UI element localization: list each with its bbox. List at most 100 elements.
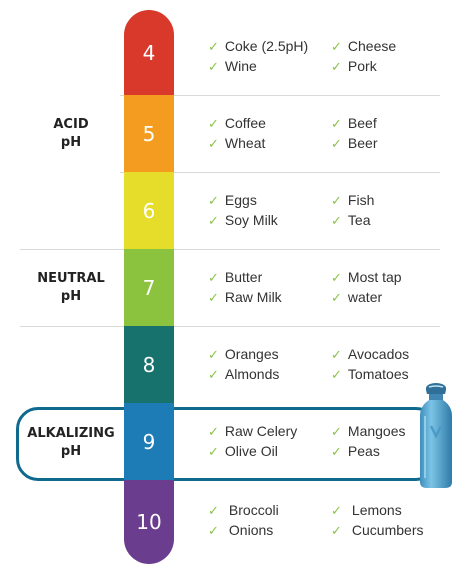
ph-segment-8: 8 — [124, 326, 174, 403]
ph-value-8: 8 — [142, 352, 156, 377]
food-item: ✓ Peas — [331, 441, 380, 463]
food-label: Avocados — [347, 346, 410, 362]
food-item: ✓ Pork — [331, 56, 377, 78]
check-icon: ✓ — [331, 117, 342, 132]
food-label: Peas — [347, 443, 380, 459]
food-item: ✓ water — [331, 287, 382, 309]
water-bottle-icon — [420, 383, 452, 488]
divider-4-5 — [120, 95, 440, 96]
ph-segment-5: 5 — [124, 95, 174, 172]
ph-value-5: 5 — [142, 121, 156, 146]
check-icon: ✓ — [208, 348, 219, 363]
food-item: ✓ Lemons — [331, 500, 402, 522]
check-icon: ✓ — [331, 214, 342, 229]
ph-value-4: 4 — [142, 40, 156, 65]
food-label: Oranges — [224, 346, 279, 362]
check-icon: ✓ — [331, 194, 342, 209]
neutral-label-line2: pH — [60, 289, 82, 304]
check-icon: ✓ — [208, 60, 219, 75]
ph-value-10: 10 — [136, 510, 162, 534]
food-label: Cheese — [347, 38, 397, 54]
food-label: Beer — [347, 135, 378, 151]
food-item: ✓ Eggs — [208, 190, 257, 212]
food-item: ✓ Tea — [331, 210, 370, 232]
ph-segment-10: 10 — [124, 480, 174, 564]
ph-segment-4: 4 — [124, 10, 174, 95]
neutral-label-line1: NEUTRAL — [37, 271, 105, 286]
food-item: ✓ Beer — [331, 133, 377, 155]
check-icon: ✓ — [331, 348, 342, 363]
food-item: ✓ Raw Celery — [208, 421, 297, 443]
alkalizing-label-line1: ALKALIZING — [27, 426, 115, 441]
food-label: water — [347, 289, 383, 305]
food-label: Onions — [228, 522, 274, 538]
check-icon: ✓ — [208, 271, 219, 286]
food-label: Wine — [224, 58, 257, 74]
check-icon: ✓ — [208, 194, 219, 209]
check-icon: ✓ — [331, 291, 342, 306]
ph-value-9: 9 — [142, 429, 156, 454]
food-item: ✓ Most tap — [331, 267, 402, 289]
check-icon: ✓ — [208, 291, 219, 306]
check-icon: ✓ — [331, 524, 342, 539]
food-item: ✓ Fish — [331, 190, 374, 212]
food-label: Soy Milk — [224, 212, 278, 228]
food-label: Wheat — [224, 135, 266, 151]
food-item: ✓ Olive Oil — [208, 441, 278, 463]
food-label: Fish — [347, 192, 375, 208]
check-icon: ✓ — [331, 271, 342, 286]
food-label: Lemons — [351, 502, 402, 518]
check-icon: ✓ — [331, 504, 342, 519]
food-item: ✓ Cheese — [331, 36, 396, 58]
check-icon: ✓ — [208, 137, 219, 152]
food-label: Tomatoes — [347, 366, 409, 382]
food-label: Raw Celery — [224, 423, 298, 439]
alkalizing-label-line2: pH — [60, 444, 82, 459]
acid-label-line2: pH — [60, 135, 82, 150]
check-icon: ✓ — [331, 60, 342, 75]
acid-ph-label: ACID pH — [16, 116, 126, 152]
check-icon: ✓ — [208, 117, 219, 132]
food-label: Tea — [347, 212, 371, 228]
food-label: Eggs — [224, 192, 257, 208]
food-item: ✓ Soy Milk — [208, 210, 278, 232]
food-label: Mangoes — [347, 423, 406, 439]
alkalizing-highlight-frame — [16, 407, 438, 481]
food-label: Coffee — [224, 115, 266, 131]
check-icon: ✓ — [331, 137, 342, 152]
check-icon: ✓ — [208, 40, 219, 55]
food-label: Coke (2.5pH) — [224, 38, 309, 54]
divider-5-6 — [120, 172, 440, 173]
food-label: Broccoli — [228, 502, 279, 518]
check-icon: ✓ — [331, 40, 342, 55]
food-item: ✓ Onions — [208, 520, 273, 542]
food-item: ✓ Cucumbers — [331, 520, 424, 542]
food-label: Almonds — [224, 366, 280, 382]
ph-value-7: 7 — [142, 275, 156, 300]
food-item: ✓ Beef — [331, 113, 377, 135]
ph-segment-9: 9 — [124, 403, 174, 480]
food-item: ✓ Tomatoes — [331, 364, 409, 386]
food-item: ✓ Mangoes — [331, 421, 406, 443]
ph-value-6: 6 — [142, 198, 156, 223]
ph-scale-bar: 4 5 6 7 8 9 10 — [124, 10, 174, 564]
food-item: ✓ Coffee — [208, 113, 266, 135]
food-item: ✓ Coke (2.5pH) — [208, 36, 308, 58]
food-item: ✓ Raw Milk — [208, 287, 282, 309]
food-item: ✓ Wine — [208, 56, 257, 78]
food-label: Raw Milk — [224, 289, 282, 305]
food-item: ✓ Avocados — [331, 344, 409, 366]
ph-segment-6: 6 — [124, 172, 174, 249]
food-label: Olive Oil — [224, 443, 278, 459]
alkalizing-ph-label: ALKALIZING pH — [16, 425, 126, 461]
food-label: Butter — [224, 269, 263, 285]
check-icon: ✓ — [331, 368, 342, 383]
food-label: Pork — [347, 58, 377, 74]
check-icon: ✓ — [331, 445, 342, 460]
check-icon: ✓ — [331, 425, 342, 440]
check-icon: ✓ — [208, 524, 219, 539]
check-icon: ✓ — [208, 368, 219, 383]
food-item: ✓ Wheat — [208, 133, 265, 155]
acid-label-line1: ACID — [53, 117, 89, 132]
food-item: ✓ Almonds — [208, 364, 279, 386]
